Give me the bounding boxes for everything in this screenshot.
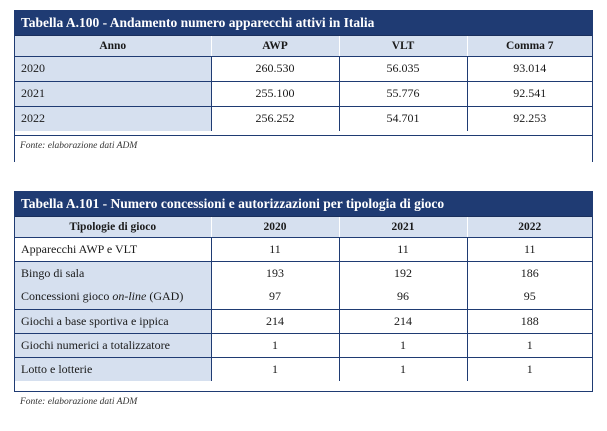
label-part: Concessioni gioco [21,289,113,304]
cell-year: 2021 [15,80,212,106]
label-part: (GAD) [146,289,184,304]
cell-2021: 1 [339,356,468,381]
column-header-2022: 2022 [467,217,592,238]
cell-2022: 1 [467,332,592,357]
cell-2020: 214 [211,308,340,333]
cell-2022: 1 [467,356,592,381]
cell-tipologia: Lotto e lotterie [15,356,212,381]
cell-tipologia: Bingo di sala [15,260,212,285]
cell-comma7: 92.253 [467,105,592,131]
cell-2020: 97 [211,285,340,309]
cell-2022: 11 [523,241,536,256]
cell-tipologia: Apparecchi AWP e VLT [15,237,212,261]
cell-2021: 192 [339,260,468,285]
cell-tipologia: Concessioni gioco on-line (GAD) [15,285,212,309]
table-a100-source: Fonte: elaborazione dati ADM [14,135,593,157]
cell-2020: 11 [211,237,340,261]
cell-2021: 214 [339,308,468,333]
cell-vlt: 54.701 [339,105,468,131]
table-a101-source: Fonte: elaborazione dati ADM [14,391,593,413]
cell-awp: 256.252 [211,105,340,131]
column-header-2020: 2020 [211,217,340,238]
cell-2020: 193 [211,260,340,285]
table-a101-grid: Tipologie di gioco 2020 2021 2022 Appare… [15,217,592,381]
cell-2022: 186 [467,260,592,285]
table-row: 2021 255.100 55.776 92.541 [15,80,592,106]
table-row: 2022 256.252 54.701 92.253 [15,105,592,131]
cell-awp: 260.530 [211,56,340,81]
cell-2021: 1 [339,332,468,357]
cell-2020: 1 [211,356,340,381]
cell-comma7: 93.014 [513,61,547,75]
cell-tipologia: Giochi numerici a totalizzatore [15,332,212,357]
table-row: Giochi a base sportiva e ippica 214 214 … [15,308,592,333]
cell-2020: 1 [211,332,340,357]
column-header-vlt: VLT [339,36,468,57]
column-header-2021: 2021 [339,217,468,238]
cell-2021: 11 [339,237,468,261]
cell-vlt: 56.035 [339,56,468,81]
table-a101: Tabella A.101 - Numero concessioni e aut… [14,191,593,391]
cell-2021: 96 [339,285,468,309]
cell-2022: 95 [523,289,536,304]
column-header-tipologie: Tipologie di gioco [15,217,212,238]
table-a100-title: Tabella A.100 - Andamento numero apparec… [15,10,592,36]
table-a101-title: Tabella A.101 - Numero concessioni e aut… [15,191,592,217]
cell-vlt: 55.776 [339,80,468,106]
cell-comma7: 92.541 [467,80,592,106]
cell-year: 2020 [15,56,212,81]
table-row: Giochi numerici a totalizzatore 1 1 1 [15,332,592,357]
table-row: Apparecchi AWP e VLT 11 11 11 [15,237,592,261]
table-row: Bingo di sala 193 192 186 [15,260,592,285]
table-row: Concessioni gioco on-line (GAD) 97 96 95 [15,285,592,309]
label-emphasis: on-line [112,289,147,304]
cell-2022: 188 [467,308,592,333]
cell-year: 2022 [15,105,212,131]
table-row: Lotto e lotterie 1 1 1 [15,356,592,381]
column-header-anno: Anno [15,36,212,57]
table-row: 2020 260.530 56.035 93.014 [15,56,592,81]
column-header-comma7: Comma 7 [467,36,592,57]
table-a100: Tabella A.100 - Andamento numero apparec… [14,10,593,162]
cell-tipologia: Giochi a base sportiva e ippica [15,308,212,333]
column-header-awp: AWP [211,36,340,57]
cell-awp: 255.100 [211,80,340,106]
table-a100-grid: Anno AWP VLT Comma 7 2020 260.530 56.035… [15,36,592,131]
